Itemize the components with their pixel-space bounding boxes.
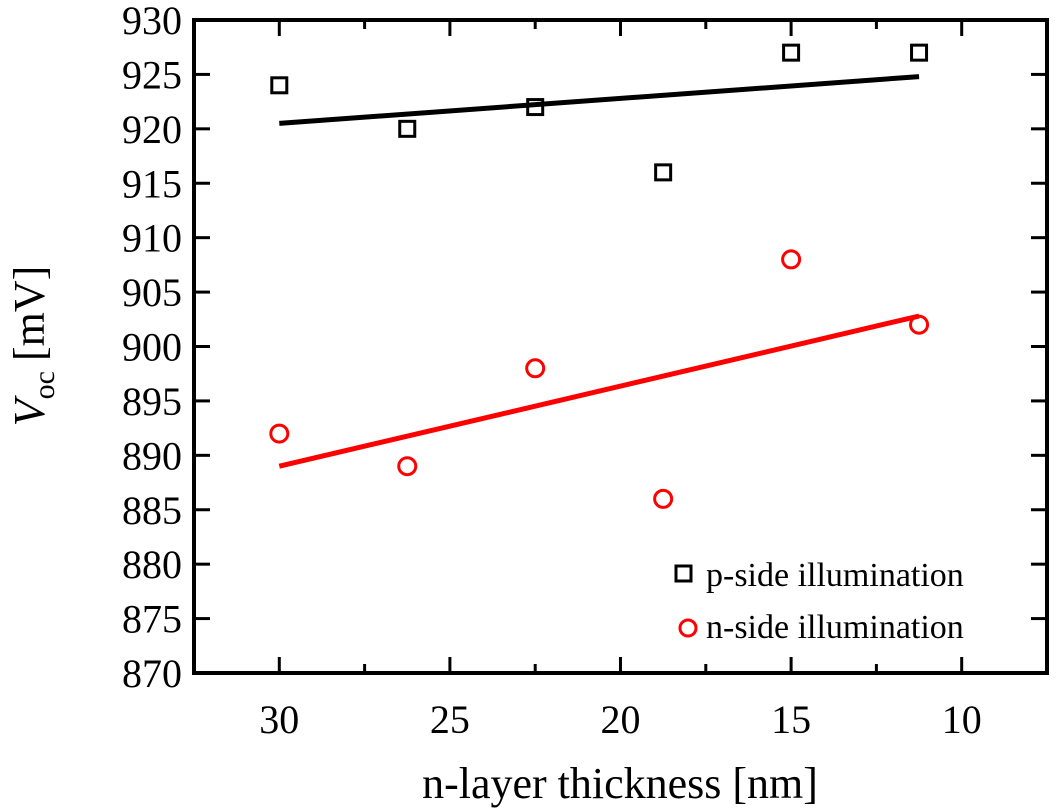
y-tick-label: 905: [122, 270, 182, 315]
y-axis-unit: [mV]: [5, 266, 54, 361]
x-tick-label: 25: [430, 697, 470, 742]
y-tick-label: 930: [122, 0, 182, 43]
y-tick-label: 885: [122, 488, 182, 533]
y-tick-label: 915: [122, 161, 182, 206]
y-axis-subscript: oc: [28, 371, 61, 399]
fit-line-n-side: [278, 313, 920, 469]
legend-marker-n-side: [678, 618, 698, 638]
x-axis-title: n-layer thickness [nm]: [422, 759, 818, 808]
legend-label-n-side: n-side illumination: [706, 609, 964, 646]
y-tick-label: 900: [122, 325, 182, 370]
x-tick-label: 30: [259, 697, 299, 742]
x-tick-label: 10: [942, 697, 982, 742]
data-point-p-side: [782, 43, 801, 62]
y-tick-label: 875: [122, 597, 182, 642]
y-tick-label: 880: [122, 542, 182, 587]
data-point-p-side: [398, 119, 417, 138]
data-point-n-side: [781, 249, 802, 270]
data-point-p-side: [526, 98, 545, 117]
y-tick-label: 910: [122, 216, 182, 261]
legend: p-side illumination n-side illumination: [674, 557, 964, 646]
y-tick-label: 890: [122, 433, 182, 478]
y-tick-label: 920: [122, 107, 182, 152]
data-point-n-side: [653, 488, 674, 509]
data-point-n-side: [269, 423, 290, 444]
data-point-n-side: [909, 314, 930, 335]
data-point-p-side: [270, 76, 289, 95]
y-axis-title: Voc [mV]: [5, 266, 61, 427]
fit-line-p-side: [279, 74, 920, 126]
y-tick-label: 870: [122, 651, 182, 696]
data-point-n-side: [525, 358, 546, 379]
data-points: [269, 43, 930, 509]
legend-marker-p-side: [674, 564, 693, 583]
data-point-p-side: [654, 163, 673, 182]
data-point-p-side: [910, 43, 929, 62]
fit-lines: [278, 74, 920, 469]
data-point-n-side: [397, 456, 418, 477]
x-tick-label: 15: [771, 697, 811, 742]
x-tick-label: 20: [601, 697, 641, 742]
y-tick-label: 925: [122, 52, 182, 97]
y-axis-symbol: V: [5, 394, 54, 426]
y-tick-label: 895: [122, 379, 182, 424]
legend-label-p-side: p-side illumination: [706, 557, 964, 594]
axis-ticks: 870 875 880 885 890 895 900 905 910 915 920 925 930 3…: [122, 0, 1049, 742]
